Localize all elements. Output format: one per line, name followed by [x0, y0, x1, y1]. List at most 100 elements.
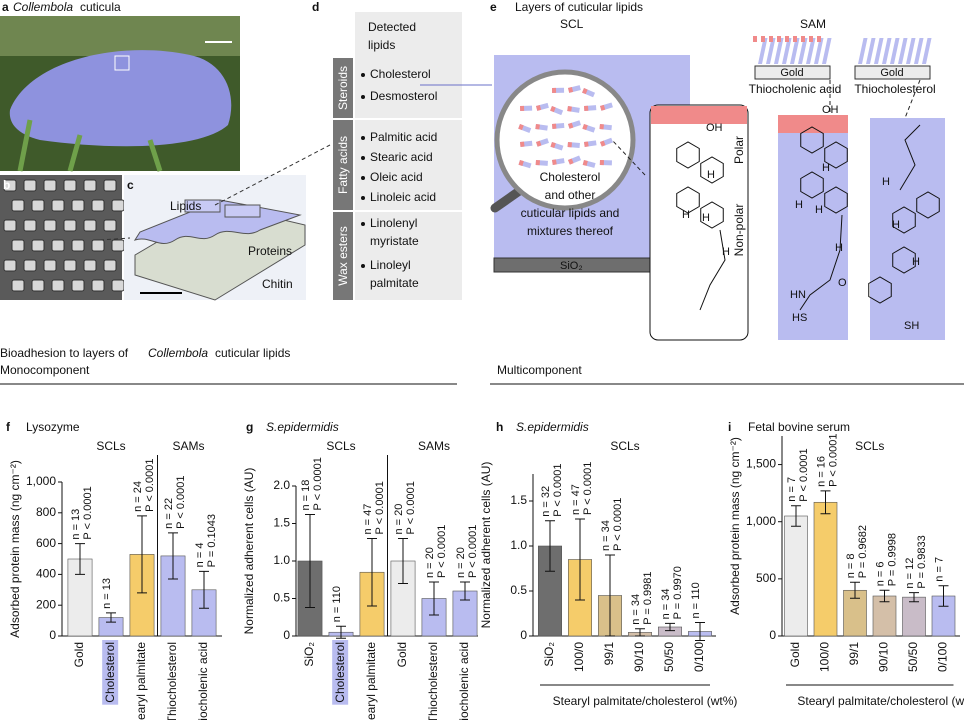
lipid-head	[518, 123, 524, 131]
item-cell	[355, 58, 462, 118]
sem-image	[0, 175, 122, 300]
y-tick-label: 2.0	[273, 478, 290, 492]
n-label: n = 12	[904, 558, 916, 589]
x-tick-label: 50/50	[906, 642, 920, 672]
error-bar	[305, 514, 315, 608]
p-label: P < 0.0001	[612, 498, 624, 551]
sam-chain	[782, 38, 792, 64]
sam-head	[777, 36, 781, 42]
ring	[800, 126, 824, 154]
n-label: n = 4	[194, 543, 206, 568]
sem-cell	[51, 239, 65, 252]
sem-cell	[111, 199, 125, 212]
n-label: n = 24	[132, 481, 144, 512]
leader	[214, 144, 331, 206]
p-label: P < 0.0001	[312, 457, 324, 510]
sam-chain	[822, 38, 832, 64]
n-label: n = 47	[570, 484, 582, 515]
atom: OH	[822, 104, 839, 116]
lipid-head	[519, 141, 525, 147]
y-tick-label: 0	[520, 628, 527, 642]
y-tick-label: 1.5	[273, 516, 290, 530]
lipid-head	[567, 142, 572, 148]
panel-letter: i	[728, 420, 731, 434]
panel-title: Collembola	[13, 0, 73, 14]
n-label: n = 7	[786, 477, 798, 502]
lipid-head	[535, 160, 540, 166]
chart-title: Lysozyme	[26, 420, 80, 434]
p-label: P < 0.0001	[436, 525, 448, 578]
error-bar	[106, 612, 116, 623]
lipid-head	[520, 105, 525, 111]
panel-c: c Lipids Proteins Chitin	[99, 144, 331, 301]
ring	[676, 186, 700, 214]
error-bar	[75, 543, 85, 575]
y-tick-label: 400	[36, 567, 56, 581]
lipid-head	[552, 159, 557, 165]
sam-column	[778, 115, 848, 340]
n-label: n = 7	[933, 557, 945, 582]
sam-chain	[758, 38, 768, 64]
label: mixtures thereof	[527, 224, 614, 238]
x-tick-label: Cholesterol	[333, 642, 347, 703]
panel-title: Layers of cuticular lipids	[515, 0, 643, 14]
lipid-head	[552, 123, 557, 129]
x-tick-label: Gold	[395, 642, 409, 667]
n-label: n = 13	[101, 578, 113, 609]
p-label: P = 0.9998	[886, 533, 898, 586]
panel-d: d Detected lipids Steroids Cholesterol Des…	[312, 0, 462, 300]
y-axis-label: Adsorbed protein mass (ng cm⁻²)	[728, 437, 742, 615]
bullet	[361, 156, 365, 160]
x-tick-label: 100/0	[572, 642, 586, 672]
sam-head	[793, 36, 797, 42]
lipid-head	[518, 160, 524, 166]
sem-cell	[63, 219, 77, 232]
x-tick-label: Thiocholenic acid	[457, 642, 471, 720]
n-label: n = 20	[455, 547, 467, 578]
n-label: n = 34	[660, 589, 672, 620]
chain	[899, 124, 921, 191]
sem-cell	[43, 179, 57, 192]
lipid-head	[600, 104, 606, 111]
atom: H	[722, 246, 730, 258]
sam-chain	[774, 38, 784, 64]
error-bar	[909, 592, 919, 603]
group-label: SAMs	[172, 439, 204, 453]
p-label: P = 0.9682	[857, 525, 869, 578]
group-label: Steroids	[336, 66, 350, 110]
label: SCL	[560, 17, 584, 31]
ring	[892, 246, 916, 274]
x-tick-label: Thiocholesterol	[426, 642, 440, 720]
ring	[676, 141, 700, 169]
sem-cell	[51, 199, 65, 212]
y-tick-label: 0	[283, 628, 290, 642]
x-tick-label: Cholesterol	[103, 642, 117, 703]
sam-chain	[914, 38, 924, 64]
sem-cell	[3, 179, 17, 192]
lipid-head	[536, 104, 542, 111]
bullet	[361, 176, 365, 180]
x-tick-label: SiO₂	[542, 642, 556, 667]
sem-cell	[43, 259, 57, 272]
y-tick-label: 1.0	[510, 538, 527, 552]
sam-head	[801, 36, 805, 42]
panel-b: b	[0, 175, 125, 300]
y-tick-label: 0	[769, 628, 776, 642]
sem-cell	[63, 179, 77, 192]
item: Linoleic acid	[370, 190, 436, 204]
ring	[868, 276, 892, 304]
sem-pattern	[3, 179, 125, 292]
molecule-rings	[676, 124, 940, 311]
lipid-head	[536, 140, 542, 147]
sem-cell	[103, 259, 117, 272]
atom: H	[882, 176, 890, 188]
y-tick-label: 1.0	[273, 553, 290, 567]
p-label: P = 0.9833	[916, 535, 928, 588]
n-label: n = 6	[874, 562, 886, 587]
sem-cell	[91, 199, 105, 212]
sam-head	[753, 36, 757, 42]
n-label: n = 47	[362, 504, 374, 535]
error-bar	[199, 570, 209, 609]
section-subtitle: Multicomponent	[497, 363, 582, 377]
y-axis-label: Adsorbed protein mass (ng cm⁻²)	[8, 460, 22, 638]
